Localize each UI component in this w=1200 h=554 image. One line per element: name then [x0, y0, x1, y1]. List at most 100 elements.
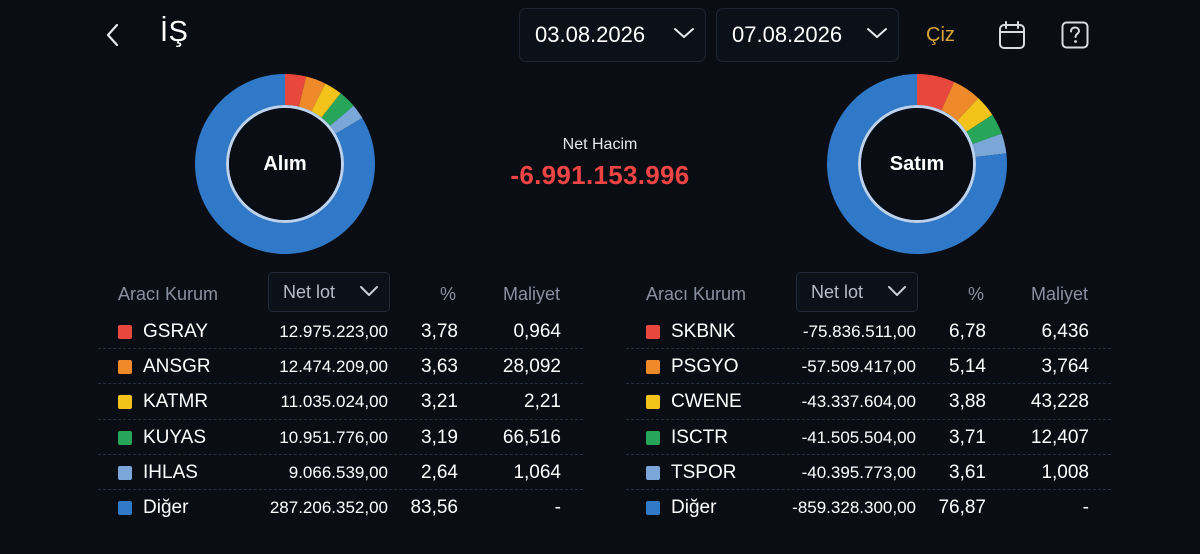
donut-slice[interactable] [827, 74, 1007, 254]
donut-slice[interactable] [330, 105, 363, 134]
donut-slice[interactable] [941, 82, 979, 121]
chevron-down-icon [674, 28, 694, 38]
color-swatch [118, 430, 132, 445]
donut-slice[interactable] [321, 93, 354, 126]
cost-value: 1,008 [1041, 461, 1089, 483]
broker-name: IHLAS [143, 461, 198, 483]
chevron-down-icon [867, 28, 887, 38]
sell-donut-chart: Satım [826, 73, 1008, 255]
color-swatch [646, 395, 660, 410]
table-row[interactable]: ANSGR 12.474.209,00 3,63 28,092 [98, 349, 583, 385]
table-row[interactable]: KATMR 11.035.024,00 3,21 2,21 [98, 384, 583, 420]
donut-slice[interactable] [311, 83, 341, 118]
start-date-value: 03.08.2026 [535, 22, 646, 47]
color-swatch [646, 430, 660, 445]
net-lot-dropdown[interactable]: Net lot [268, 272, 390, 312]
color-swatch [646, 360, 660, 375]
broker-name: ISCTR [671, 426, 728, 448]
percent-value: 3,63 [421, 356, 458, 378]
percent-value: 3,21 [421, 391, 458, 413]
sell-table-header: Aracı Kurum Net lot % Maliyet [626, 272, 1111, 314]
donut-slice[interactable] [957, 98, 993, 132]
net-lot-value: -41.505.504,00 [801, 427, 916, 447]
page-title: İŞ [160, 16, 189, 48]
net-lot-value: -75.836.511,00 [802, 322, 916, 341]
cost-value: 28,092 [502, 356, 561, 378]
chevron-down-icon [888, 286, 906, 296]
percent-value: 3,19 [421, 426, 458, 448]
broker-name: TSPOR [671, 461, 737, 483]
color-swatch [118, 465, 132, 480]
percent-value: 3,78 [421, 321, 458, 342]
calendar-button[interactable] [997, 19, 1027, 51]
broker-column-header: Aracı Kurum [118, 284, 219, 304]
broker-name: ANSGR [143, 356, 211, 378]
table-row[interactable]: SKBNK -75.836.511,00 6,78 6,436 [626, 314, 1111, 350]
buy-table-header: Aracı Kurum Net lot % Maliyet [98, 272, 583, 314]
cost-value: - [554, 496, 561, 518]
chevron-left-icon [106, 23, 119, 47]
table-row[interactable]: ISCTR -41.505.504,00 3,71 12,407 [626, 420, 1111, 455]
broker-name: CWENE [671, 391, 742, 413]
color-swatch [646, 325, 660, 339]
buy-donut-label: Alım [263, 152, 307, 175]
table-row[interactable]: KUYAS 10.951.776,00 3,19 66,516 [98, 420, 583, 455]
donut-inner-ring [858, 105, 976, 223]
start-date-select[interactable]: 03.08.2026 [519, 8, 706, 62]
broker-name: KUYAS [143, 426, 207, 448]
sell-table-body: SKBNK -75.836.511,00 6,78 6,436 PSGYO -57.509… [626, 314, 1111, 525]
table-row[interactable]: GSRAY 12.975.223,00 3,78 0,964 [98, 314, 583, 350]
net-lot-dropdown[interactable]: Net lot [796, 272, 918, 312]
cost-value: 66,516 [502, 426, 561, 448]
table-row[interactable]: IHLAS 9.066.539,00 2,64 1,064 [98, 455, 583, 490]
percent-value: 76,87 [938, 496, 986, 518]
cost-value: 2,21 [524, 391, 561, 413]
back-button[interactable] [100, 20, 126, 50]
percent-column-header: % [439, 284, 456, 304]
net-volume-label: Net Hacim [562, 136, 638, 153]
donut-slice[interactable] [972, 133, 1007, 158]
donut-slice[interactable] [966, 114, 1002, 145]
percent-value: 3,71 [949, 426, 986, 448]
draw-button[interactable]: Çiz [926, 24, 955, 46]
sell-donut-label: Satım [889, 152, 945, 175]
percent-value: 6,78 [949, 321, 986, 342]
donut-center [861, 108, 973, 220]
table-row[interactable]: CWENE -43.337.604,00 3,88 43,228 [626, 384, 1111, 420]
sell-table: Aracı Kurum Net lot % Maliyet SKBNK -75.8… [626, 272, 1111, 525]
donut-inner-ring [226, 105, 344, 223]
net-lot-value: 11.035.024,00 [280, 392, 388, 412]
buy-donut-chart: Alım [194, 73, 376, 255]
cost-value: 0,964 [513, 321, 561, 342]
percent-column-header: % [967, 284, 984, 304]
color-swatch [118, 500, 132, 515]
net-volume-value: -6.991.153.996 [510, 160, 690, 190]
donut-slice[interactable] [285, 74, 307, 107]
percent-value: 3,61 [949, 461, 986, 483]
table-row[interactable]: Diğer -859.328.300,00 76,87 - [626, 490, 1111, 525]
cost-value: 3,764 [1041, 356, 1089, 378]
broker-name: GSRAY [143, 321, 209, 342]
table-row[interactable]: PSGYO -57.509.417,00 5,14 3,764 [626, 349, 1111, 385]
cost-value: 6,436 [1041, 321, 1089, 342]
percent-value: 5,14 [949, 356, 986, 378]
donut-slice[interactable] [917, 74, 955, 111]
net-lot-value: 287.206.352,00 [269, 497, 388, 517]
cost-column-header: Maliyet [502, 284, 560, 304]
table-row[interactable]: Diğer 287.206.352,00 83,56 - [98, 490, 583, 525]
broker-name: Diğer [143, 496, 189, 518]
donut-slice[interactable] [298, 76, 326, 112]
net-lot-value: -859.328.300,00 [792, 497, 916, 517]
buy-table: Aracı Kurum Net lot % Maliyet GSRAY 12.97… [98, 272, 583, 525]
donut-slice[interactable] [195, 74, 375, 254]
percent-value: 2,64 [421, 461, 458, 483]
end-date-select[interactable]: 07.08.2026 [716, 8, 899, 62]
color-swatch [118, 395, 132, 410]
help-button[interactable] [1060, 19, 1090, 51]
net-lot-value: 9.066.539,00 [288, 462, 388, 482]
net-lot-value: 10.951.776,00 [279, 427, 388, 447]
net-lot-value: -40.395.773,00 [801, 462, 916, 482]
broker-column-header: Aracı Kurum [646, 284, 747, 304]
table-row[interactable]: TSPOR -40.395.773,00 3,61 1,008 [626, 455, 1111, 490]
